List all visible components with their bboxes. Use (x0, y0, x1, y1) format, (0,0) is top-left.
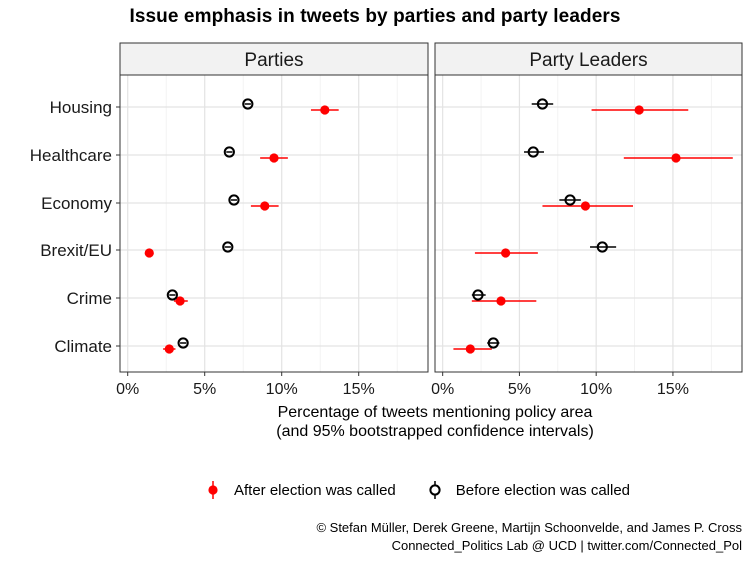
panel-parties: Parties 0% 5% 10% 15% (116, 42, 429, 398)
x-tick-label: 0% (116, 381, 139, 398)
x-tick-label: 15% (657, 381, 689, 398)
x-tick-label: 10% (580, 381, 612, 398)
before-point-4 (166, 289, 178, 301)
before-point-1 (223, 146, 235, 158)
after-point-0 (634, 105, 644, 115)
panel-border (119, 74, 429, 373)
after-point-3 (501, 248, 511, 258)
panel-background (435, 75, 742, 372)
legend: After election was called Before electio… (200, 477, 656, 503)
before-point-5 (177, 337, 189, 349)
before-point-0 (536, 98, 549, 110)
after-point-4 (175, 296, 185, 306)
y-tick-label: Brexit/EU (40, 241, 112, 260)
after-point-0 (320, 105, 330, 115)
y-tick-label: Crime (67, 289, 112, 308)
credits-line1: © Stefan Müller, Derek Greene, Martijn S… (316, 520, 742, 535)
x-tick-label: 10% (266, 381, 298, 398)
x-tick-label: 15% (343, 381, 375, 398)
y-tick-label: Healthcare (30, 146, 112, 165)
legend-label-before: Before election was called (455, 481, 631, 499)
before-point-3 (222, 241, 234, 253)
after-point-2 (260, 201, 270, 211)
legend-key-after (208, 481, 218, 499)
x-tick-label: 5% (508, 381, 531, 398)
after-point-2 (580, 201, 591, 211)
x-axis-title-line1: Percentage of tweets mentioning policy a… (277, 404, 593, 421)
before-point-5 (487, 337, 499, 349)
after-point-4 (496, 296, 506, 306)
panel-border (434, 74, 743, 373)
x-tick-label: 0% (431, 381, 454, 398)
credits: © Stefan Müller, Derek Greene, Martijn S… (316, 519, 742, 555)
after-point-1 (269, 153, 279, 163)
after-point-3 (144, 248, 154, 258)
chart-title: Issue emphasis in tweets by parties and … (129, 6, 621, 27)
y-tick-label: Climate (54, 337, 112, 356)
panel-strip-label: Parties (244, 50, 303, 71)
after-point-5 (465, 344, 475, 354)
panel-background (120, 75, 428, 372)
y-tick-label: Economy (41, 194, 112, 213)
after-point-5 (164, 344, 174, 354)
x-axis-title-line2: (and 95% bootstrapped confidence interva… (276, 423, 594, 440)
panel-party-leaders: Party Leaders 0% 5% 10% 15% (431, 42, 743, 398)
before-point-0 (242, 98, 254, 110)
before-point-4 (472, 289, 484, 301)
credits-line2: Connected_Politics Lab @ UCD | twitter.c… (391, 538, 742, 553)
panel-strip-label: Party Leaders (529, 50, 647, 71)
before-point-2 (228, 194, 240, 206)
panel-strip (434, 42, 743, 76)
legend-label-after: After election was called (234, 481, 396, 499)
before-point-2 (564, 194, 576, 206)
before-point-3 (596, 241, 608, 253)
after-point-1 (671, 153, 681, 163)
x-tick-label: 5% (193, 381, 216, 398)
panel-strip (119, 42, 429, 76)
legend-item-after: After election was called (200, 477, 396, 503)
before-point-1 (527, 146, 539, 158)
y-tick-label: Housing (50, 98, 112, 117)
legend-item-before: Before election was called (422, 477, 630, 503)
legend-key-before (429, 481, 441, 499)
